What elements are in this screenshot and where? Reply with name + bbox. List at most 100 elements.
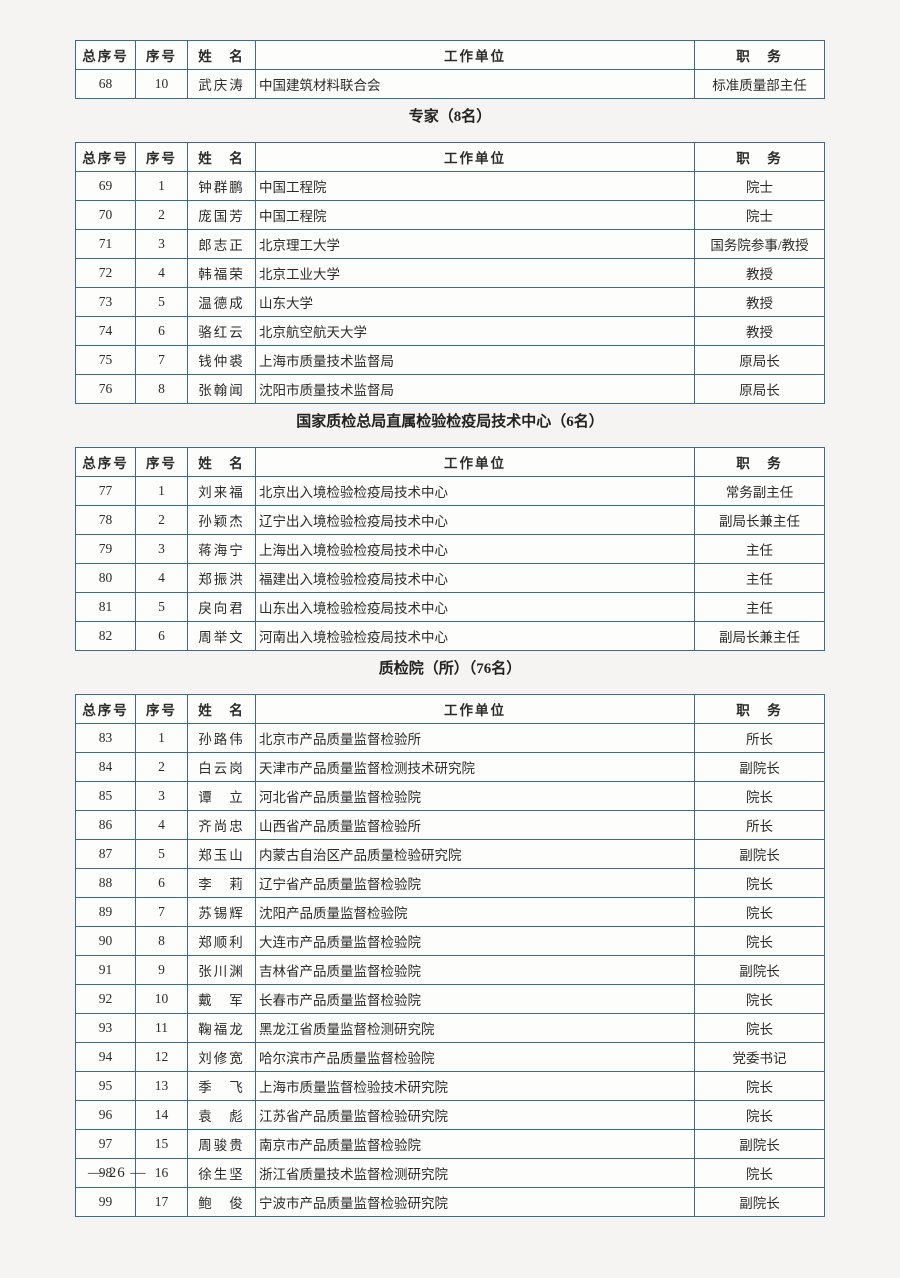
section-title: 国家质检总局直属检验检疫局技术中心（6名） (75, 404, 825, 435)
cell-unit: 中国建筑材料联合会 (256, 70, 695, 99)
section-title: 专家（8名） (75, 99, 825, 130)
cell-unit: 江苏省产品质量监督检验研究院 (256, 1101, 695, 1130)
cell-unit: 上海出入境检验检疫局技术中心 (256, 535, 695, 564)
cell-unit: 沈阳产品质量监督检验院 (256, 898, 695, 927)
column-header: 姓 名 (188, 41, 256, 70)
cell-unit: 北京理工大学 (256, 230, 695, 259)
cell-seq: 17 (136, 1188, 188, 1217)
cell-total: 93 (76, 1014, 136, 1043)
column-header: 序号 (136, 448, 188, 477)
cell-title_: 副院长 (695, 1188, 825, 1217)
table-row: 757钱仲裘上海市质量技术监督局原局长 (76, 346, 825, 375)
cell-unit: 北京航空航天大学 (256, 317, 695, 346)
cell-name: 周骏贵 (188, 1130, 256, 1159)
column-header: 工作单位 (256, 695, 695, 724)
cell-unit: 上海市质量技术监督局 (256, 346, 695, 375)
column-header: 序号 (136, 41, 188, 70)
cell-name: 蒋海宁 (188, 535, 256, 564)
cell-title_: 教授 (695, 259, 825, 288)
cell-seq: 1 (136, 724, 188, 753)
table-row: 826周举文河南出入境检验检疫局技术中心副局长兼主任 (76, 622, 825, 651)
cell-name: 刘来福 (188, 477, 256, 506)
table-row: 6810武庆涛中国建筑材料联合会标准质量部主任 (76, 70, 825, 99)
section: 国家质检总局直属检验检疫局技术中心（6名）总序号序号姓 名工作单位职 务771刘… (75, 404, 825, 651)
cell-name: 武庆涛 (188, 70, 256, 99)
roster-table: 总序号序号姓 名工作单位职 务691钟群鹏中国工程院院士702庞国芳中国工程院院… (75, 142, 825, 404)
table-row: 9412刘修宽哈尔滨市产品质量监督检验院党委书记 (76, 1043, 825, 1072)
table-row: 782孙颖杰辽宁出入境检验检疫局技术中心副局长兼主任 (76, 506, 825, 535)
cell-title_: 原局长 (695, 375, 825, 404)
cell-title_: 常务副主任 (695, 477, 825, 506)
column-header: 职 务 (695, 695, 825, 724)
cell-title_: 院长 (695, 869, 825, 898)
cell-unit: 北京工业大学 (256, 259, 695, 288)
cell-seq: 6 (136, 869, 188, 898)
cell-unit: 中国工程院 (256, 201, 695, 230)
cell-seq: 10 (136, 985, 188, 1014)
table-row: 713郎志正北京理工大学国务院参事/教授 (76, 230, 825, 259)
cell-unit: 辽宁省产品质量监督检验院 (256, 869, 695, 898)
cell-title_: 院长 (695, 927, 825, 956)
cell-seq: 8 (136, 375, 188, 404)
table-row: 793蒋海宁上海出入境检验检疫局技术中心主任 (76, 535, 825, 564)
cell-seq: 6 (136, 317, 188, 346)
cell-unit: 沈阳市质量技术监督局 (256, 375, 695, 404)
cell-title_: 院长 (695, 1072, 825, 1101)
cell-unit: 大连市产品质量监督检验院 (256, 927, 695, 956)
cell-title_: 院士 (695, 172, 825, 201)
table-row: 842白云岗天津市产品质量监督检测技术研究院副院长 (76, 753, 825, 782)
table-row: 875郑玉山内蒙古自治区产品质量检验研究院副院长 (76, 840, 825, 869)
cell-unit: 北京出入境检验检疫局技术中心 (256, 477, 695, 506)
cell-seq: 6 (136, 622, 188, 651)
cell-title_: 院长 (695, 898, 825, 927)
cell-title_: 院长 (695, 1159, 825, 1188)
table-header-row: 总序号序号姓 名工作单位职 务 (76, 695, 825, 724)
cell-total: 70 (76, 201, 136, 230)
table-row: 853谭 立河北省产品质量监督检验院院长 (76, 782, 825, 811)
cell-seq: 3 (136, 230, 188, 259)
cell-total: 68 (76, 70, 136, 99)
cell-total: 89 (76, 898, 136, 927)
cell-total: 71 (76, 230, 136, 259)
cell-seq: 4 (136, 259, 188, 288)
cell-seq: 9 (136, 956, 188, 985)
table-row: 9816徐生坚浙江省质量技术监督检测研究院院长 (76, 1159, 825, 1188)
cell-name: 谭 立 (188, 782, 256, 811)
document-page: 总序号序号姓 名工作单位职 务 6810武庆涛中国建筑材料联合会标准质量部主任专家… (75, 40, 825, 1217)
section: 质检院（所）（76名）总序号序号姓 名工作单位职 务831孙路伟北京市产品质量监… (75, 651, 825, 1217)
table-row: 9614袁 彪江苏省产品质量监督检验研究院院长 (76, 1101, 825, 1130)
cell-total: 76 (76, 375, 136, 404)
cell-name: 张翰闻 (188, 375, 256, 404)
cell-total: 91 (76, 956, 136, 985)
column-header: 工作单位 (256, 448, 695, 477)
cell-seq: 7 (136, 346, 188, 375)
cell-total: 99 (76, 1188, 136, 1217)
cell-total: 85 (76, 782, 136, 811)
cell-unit: 黑龙江省质量监督检测研究院 (256, 1014, 695, 1043)
table-row: 724韩福荣北京工业大学教授 (76, 259, 825, 288)
table-row: 771刘来福北京出入境检验检疫局技术中心常务副主任 (76, 477, 825, 506)
table-row: 908郑顺利大连市产品质量监督检验院院长 (76, 927, 825, 956)
cell-unit: 宁波市产品质量监督检验研究院 (256, 1188, 695, 1217)
cell-seq: 10 (136, 70, 188, 99)
cell-name: 鲍 俊 (188, 1188, 256, 1217)
cell-seq: 1 (136, 172, 188, 201)
table-row: 831孙路伟北京市产品质量监督检验所所长 (76, 724, 825, 753)
cell-unit: 辽宁出入境检验检疫局技术中心 (256, 506, 695, 535)
cell-title_: 副局长兼主任 (695, 506, 825, 535)
table-row: 9311鞠福龙黑龙江省质量监督检测研究院院长 (76, 1014, 825, 1043)
cell-name: 孙颖杰 (188, 506, 256, 535)
cell-title_: 院长 (695, 1101, 825, 1130)
cell-unit: 福建出入境检验检疫局技术中心 (256, 564, 695, 593)
cell-title_: 国务院参事/教授 (695, 230, 825, 259)
cell-name: 戾向君 (188, 593, 256, 622)
column-header: 职 务 (695, 143, 825, 172)
cell-total: 94 (76, 1043, 136, 1072)
cell-title_: 副局长兼主任 (695, 622, 825, 651)
cell-seq: 7 (136, 898, 188, 927)
cell-unit: 南京市产品质量监督检验院 (256, 1130, 695, 1159)
cell-name: 季 飞 (188, 1072, 256, 1101)
cell-title_: 党委书记 (695, 1043, 825, 1072)
cell-title_: 主任 (695, 535, 825, 564)
cell-seq: 5 (136, 288, 188, 317)
